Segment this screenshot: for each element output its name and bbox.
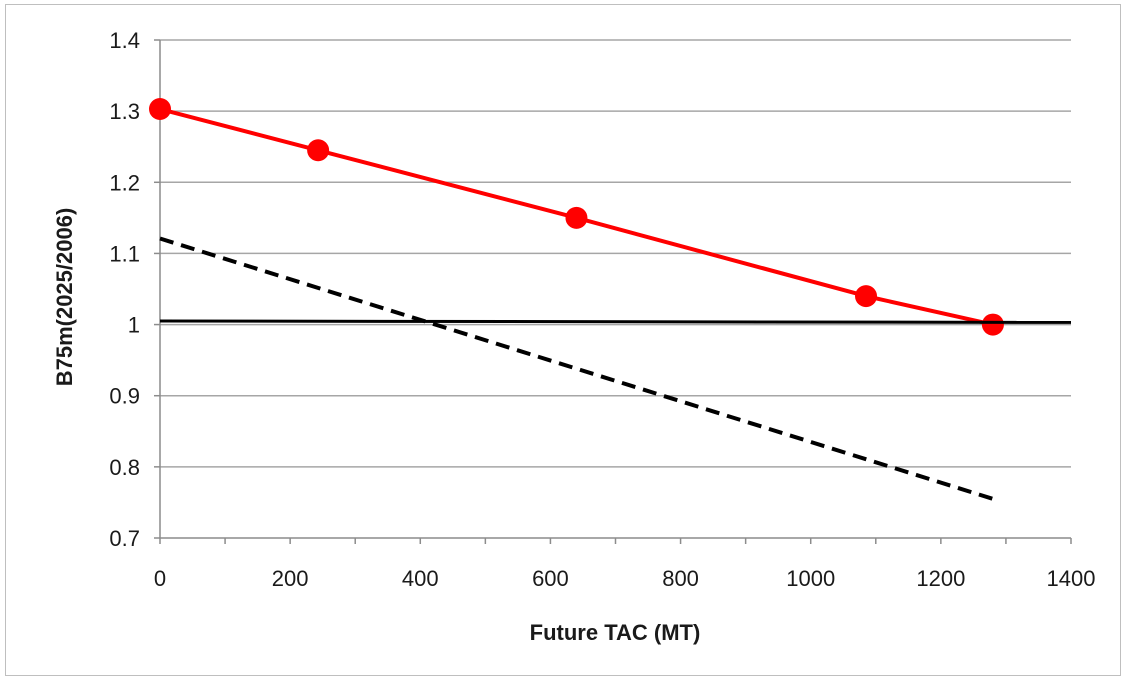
- gridlines: [160, 39, 1071, 468]
- series-0-point: [855, 285, 878, 308]
- x-tick-label: 1200: [916, 566, 965, 591]
- y-tick-label: 0.8: [109, 455, 140, 480]
- x-tick-label: 800: [662, 566, 699, 591]
- y-tick-label: 1: [128, 313, 140, 338]
- y-tick-label: 1.4: [109, 28, 140, 53]
- y-tick-label: 1.2: [109, 170, 140, 195]
- x-tick-label: 200: [272, 566, 309, 591]
- x-tick-label: 1000: [786, 566, 835, 591]
- y-tick-label: 1.3: [109, 99, 140, 124]
- x-tick-label: 1400: [1047, 566, 1096, 591]
- x-tick-label: 0: [154, 566, 166, 591]
- x-tick-label: 600: [532, 566, 569, 591]
- tick-labels: 0 200 400 600 800 1000 1200 1400 0.7 0.8 0.9 1 1.1 1.…: [109, 28, 1095, 591]
- series-0-point: [307, 139, 330, 162]
- y-tick-label: 1.1: [109, 241, 140, 266]
- series-0-point: [565, 206, 588, 229]
- x-axis-title: Future TAC (MT): [530, 620, 701, 645]
- series-0-point: [149, 98, 171, 121]
- series-0-point: [981, 313, 1004, 336]
- x-tick-label: 400: [402, 566, 439, 591]
- series-2-line: [159, 319, 1072, 324]
- y-tick-label: 0.7: [109, 526, 140, 551]
- y-axis-title: B75m(2025/2006): [52, 208, 77, 387]
- y-tick-label: 0.9: [109, 384, 140, 409]
- series-layer: [149, 98, 1072, 501]
- series-1-line: [159, 236, 994, 501]
- axes: [154, 39, 1072, 544]
